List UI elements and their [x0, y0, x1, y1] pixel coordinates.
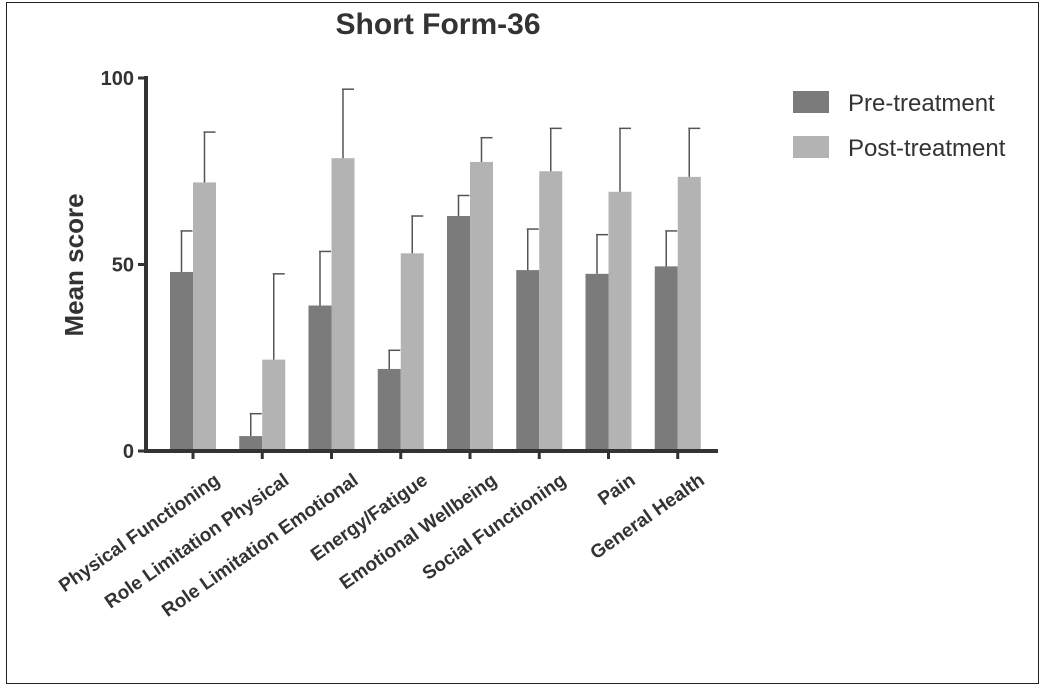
bar-post-6 [608, 191, 632, 451]
error-bars-group [180, 88, 701, 437]
y-axis-label: Mean score [59, 193, 89, 336]
bar-pre-5 [516, 270, 540, 451]
bar-pre-2 [308, 305, 332, 451]
legend-swatch-1 [793, 136, 829, 158]
x-tick-label-3: Energy/Fatigue [307, 470, 431, 566]
legend-label-1: Post-treatment [848, 135, 1006, 162]
bar-post-5 [539, 171, 563, 451]
y-tick-label-50: 50 [112, 255, 134, 277]
bar-post-4 [470, 161, 493, 452]
x-tick-label-6: Pain [594, 470, 639, 510]
bar-pre-4 [447, 216, 470, 451]
bar-post-3 [400, 253, 424, 451]
legend: Pre-treatment Post-treatment [793, 90, 1006, 162]
y-tick-label-100: 100 [101, 68, 134, 90]
bar-post-7 [677, 176, 701, 451]
y-ticks: 0 50 100 [101, 68, 146, 463]
bar-pre-3 [377, 368, 401, 451]
bar-post-0 [193, 182, 216, 451]
bar-pre-1 [239, 436, 263, 451]
axes [144, 76, 718, 453]
bars-group [170, 158, 701, 452]
bar-post-2 [331, 158, 355, 451]
chart-title: Short Form-36 [335, 8, 540, 41]
legend-swatch-0 [793, 91, 829, 113]
x-tick-label-7: General Health [587, 470, 709, 564]
y-tick-label-0: 0 [123, 441, 134, 463]
legend-label-0: Pre-treatment [848, 90, 995, 117]
bar-pre-0 [170, 271, 193, 451]
bar-pre-6 [585, 273, 609, 451]
bar-pre-7 [654, 266, 678, 451]
bar-post-1 [262, 359, 286, 451]
